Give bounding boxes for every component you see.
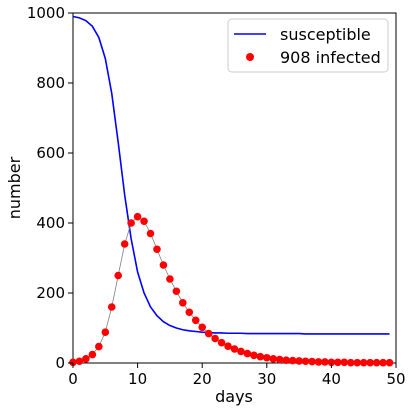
data-point-infected	[314, 358, 323, 366]
data-point-infected	[153, 245, 161, 254]
y-tick-label: 0	[55, 354, 65, 372]
y-tick-label: 800	[36, 74, 65, 92]
x-tick-label: 50	[386, 370, 405, 388]
points-layer	[69, 212, 394, 367]
y-tick-label: 600	[36, 144, 65, 162]
data-point-infected	[321, 358, 329, 366]
data-point-infected	[301, 357, 310, 366]
data-point-infected	[334, 358, 342, 367]
x-tick-label: 20	[193, 370, 212, 388]
series-line-infected	[72, 216, 390, 364]
plot-area	[69, 12, 397, 367]
data-point-infected	[359, 358, 368, 367]
y-axis: 0 200 400 600 800 1000	[27, 4, 73, 372]
data-point-infected	[159, 261, 168, 269]
data-point-infected	[127, 219, 135, 227]
data-point-infected	[372, 358, 381, 367]
plot-frame	[72, 12, 397, 364]
data-point-infected	[237, 347, 245, 356]
data-point-infected	[327, 358, 336, 367]
y-tick-label: 200	[36, 284, 65, 302]
legend-marker-infected	[246, 53, 254, 61]
x-tick-label: 30	[257, 370, 276, 388]
legend-label-infected: 908 infected	[280, 48, 381, 67]
data-point-infected	[250, 351, 258, 360]
x-axis: 0 10 20 30 40 50	[68, 363, 406, 388]
data-point-infected	[198, 323, 206, 332]
x-tick-label: 0	[68, 370, 78, 388]
data-point-infected	[269, 355, 278, 363]
data-point-infected	[308, 357, 316, 366]
data-point-infected	[224, 342, 232, 351]
data-point-infected	[256, 352, 265, 361]
data-point-infected	[295, 357, 303, 365]
data-point-infected	[353, 358, 362, 367]
data-point-infected	[114, 271, 123, 280]
data-point-infected	[340, 358, 349, 367]
x-axis-label: days	[215, 387, 253, 406]
y-axis-label: number	[5, 156, 24, 219]
data-point-infected	[346, 358, 355, 367]
data-point-infected	[385, 358, 394, 367]
x-tick-label: 40	[322, 370, 341, 388]
data-point-infected	[230, 345, 239, 353]
data-point-infected	[366, 358, 374, 367]
data-point-infected	[204, 329, 213, 338]
legend: susceptible 908 infected	[227, 18, 389, 73]
data-point-infected	[191, 316, 200, 325]
data-point-infected	[185, 308, 194, 317]
y-tick-label: 400	[36, 214, 65, 232]
data-point-infected	[107, 303, 116, 311]
data-point-infected	[288, 356, 297, 365]
data-point-infected	[379, 358, 387, 367]
data-point-infected	[140, 217, 148, 226]
data-point-infected	[120, 240, 129, 248]
data-point-infected	[82, 355, 90, 363]
legend-label-susceptible: susceptible	[280, 25, 371, 44]
data-point-infected	[172, 287, 181, 296]
series-line-susceptible	[72, 15, 390, 335]
legend-box	[227, 18, 389, 73]
x-tick-label: 10	[128, 370, 147, 388]
data-point-infected	[75, 357, 84, 366]
data-point-infected	[179, 299, 187, 307]
data-point-infected	[243, 349, 252, 358]
data-point-infected	[88, 350, 97, 359]
data-point-infected	[146, 229, 155, 238]
data-point-infected	[95, 342, 103, 351]
data-point-infected	[69, 358, 77, 367]
data-point-infected	[275, 355, 284, 364]
y-tick-label: 1000	[27, 4, 65, 22]
data-point-infected	[133, 212, 142, 221]
data-point-infected	[101, 328, 110, 337]
data-point-infected	[263, 353, 271, 362]
data-point-infected	[282, 356, 290, 365]
data-point-infected	[217, 338, 226, 347]
data-point-infected	[166, 275, 174, 283]
data-point-infected	[211, 334, 219, 343]
